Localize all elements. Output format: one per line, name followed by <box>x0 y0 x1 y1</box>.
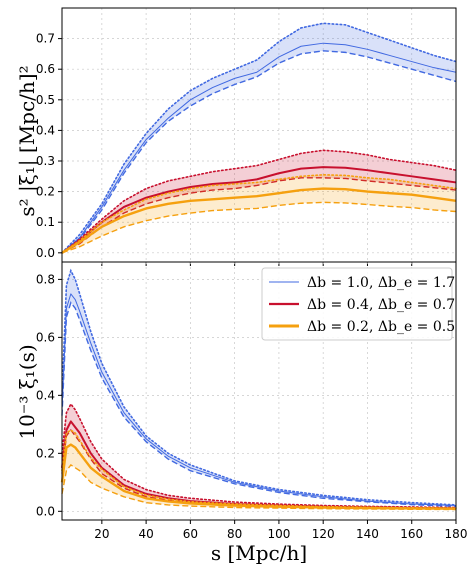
legend-label-1: Δb = 0.4, Δb_e = 0.7 <box>307 297 455 313</box>
bottom-upper-line-1 <box>61 402 457 509</box>
bottom-y-tick-label: 0.8 <box>36 272 55 286</box>
bottom-y-ticks: 0.0 0.2 0.4 0.6 0.8 <box>36 272 62 518</box>
bottom-band-0 <box>62 270 456 507</box>
top-y-tick-label: 0.1 <box>36 215 55 229</box>
top-series <box>61 22 457 254</box>
top-central-line-1 <box>61 166 457 254</box>
bottom-y-axis-label: 10⁻³ ξ₁(s) <box>15 344 39 439</box>
top-y-tick-label: 0.0 <box>36 246 55 260</box>
x-tick-label: 100 <box>267 527 290 541</box>
bottom-central-line-0 <box>61 293 457 507</box>
top-band-0 <box>62 23 456 253</box>
top-upper-line-2 <box>61 173 457 254</box>
top-y-ticks: 0.0 0.1 0.2 0.3 0.4 0.5 0.6 0.7 <box>36 32 62 260</box>
x-tick-label: 80 <box>227 527 242 541</box>
x-tick-label: 160 <box>400 527 423 541</box>
top-y-axis-label: s² |ξ₁| [Mpc/h]² <box>15 65 40 216</box>
bottom-panel: 0.0 0.2 0.4 0.6 0.8 20 40 60 80 100 120 140 160 180 Δb… <box>36 261 467 541</box>
top-upper-line-0 <box>61 22 457 254</box>
top-y-tick-label: 0.3 <box>36 154 55 168</box>
top-lower-line-0 <box>61 50 457 254</box>
bottom-series <box>60 268 457 511</box>
legend-label-0: Δb = 1.0, Δb_e = 1.7 <box>307 275 455 291</box>
top-panel: 0.0 0.1 0.2 0.3 0.4 0.5 0.6 0.7 <box>36 7 457 266</box>
top-central-line-0 <box>61 42 457 254</box>
top-central-line-2 <box>61 187 457 254</box>
legend: Δb = 1.0, Δb_e = 1.7 Δb = 0.4, Δb_e = 0.7… <box>261 267 455 341</box>
top-y-tick-label: 0.2 <box>36 185 55 199</box>
bottom-central-line-2 <box>60 443 457 510</box>
bottom-upper-line-0 <box>61 268 457 506</box>
x-tick-label: 60 <box>183 527 198 541</box>
x-tick-label: 140 <box>356 527 379 541</box>
bottom-y-tick-label: 0.2 <box>36 446 55 460</box>
legend-box <box>261 267 453 341</box>
bottom-band-2 <box>62 430 456 510</box>
top-lower-line-2 <box>61 201 457 254</box>
top-band-2 <box>62 174 456 253</box>
top-lower-line-1 <box>61 177 457 254</box>
bottom-y-tick-label: 0.0 <box>36 504 55 518</box>
x-axis-label: s [Mpc/h] <box>211 541 307 565</box>
bottom-lower-line-1 <box>61 428 457 510</box>
bottom-x-ticks: 20 40 60 80 100 120 140 160 180 <box>94 520 467 541</box>
bottom-axes-frame <box>61 261 457 521</box>
top-y-tick-label: 0.6 <box>36 62 55 76</box>
top-y-tick-label: 0.4 <box>36 123 55 137</box>
top-upper-line-1 <box>61 149 457 254</box>
top-y-tick-label: 0.5 <box>36 93 55 107</box>
bottom-y-tick-label: 0.4 <box>36 388 55 402</box>
x-tick-label: 20 <box>94 527 109 541</box>
x-tick-label: 180 <box>445 527 468 541</box>
x-tick-label: 40 <box>138 527 153 541</box>
bottom-lower-line-0 <box>61 301 457 508</box>
bottom-y-tick-label: 0.6 <box>36 330 55 344</box>
top-band-1 <box>62 150 456 253</box>
x-tick-label: 120 <box>312 527 335 541</box>
top-y-tick-label: 0.7 <box>36 32 55 46</box>
legend-label-2: Δb = 0.2, Δb_e = 0.5 <box>307 319 455 335</box>
